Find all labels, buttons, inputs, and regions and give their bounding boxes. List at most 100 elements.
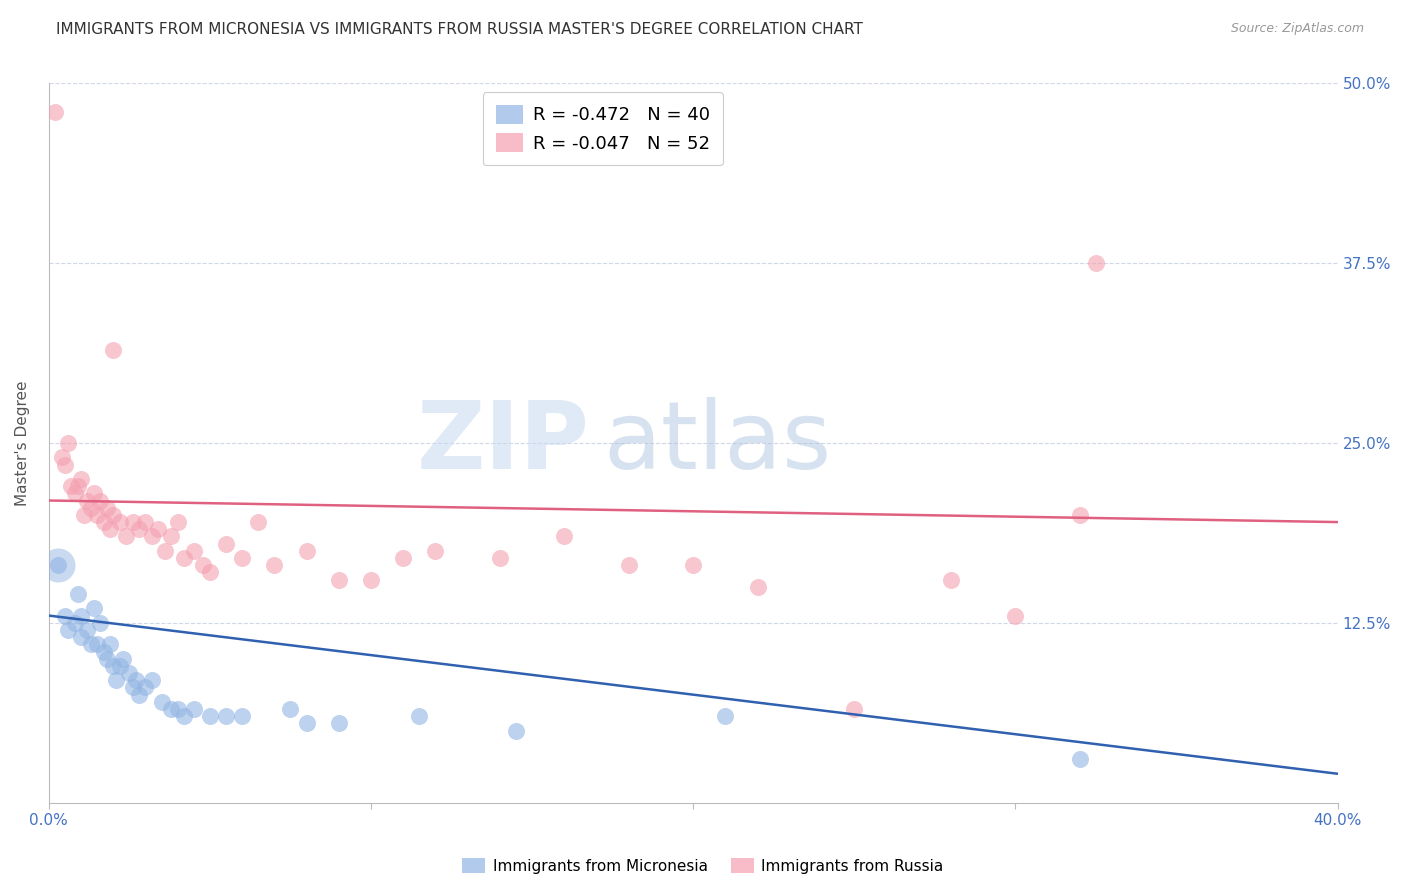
Point [183,544,205,558]
Point [48,558,70,573]
Point [98,637,121,651]
Point [83,601,105,615]
Point [121,681,143,695]
Legend: R = -0.472   N = 40, R = -0.047   N = 52: R = -0.472 N = 40, R = -0.047 N = 52 [482,93,723,166]
Point [134,681,156,695]
Point [1084,256,1107,270]
Point [63,486,86,500]
Point [198,709,221,723]
Legend: Immigrants from Micronesia, Immigrants from Russia: Immigrants from Micronesia, Immigrants f… [457,852,949,880]
Point [408,709,430,723]
Point [1069,508,1091,522]
Point [183,702,205,716]
Point [247,515,270,529]
Point [118,666,141,681]
Point [86,637,108,651]
Point [76,623,98,637]
Point [198,566,221,580]
Point [360,573,382,587]
Point [141,673,163,688]
Point [166,515,188,529]
Point [79,500,101,515]
Point [173,709,195,723]
Point [714,709,737,723]
Point [231,551,253,566]
Point [70,608,93,623]
Point [111,651,134,665]
Point [89,615,111,630]
Point [105,673,128,688]
Point [173,551,195,566]
Point [231,709,253,723]
Point [939,573,962,587]
Point [53,458,76,472]
Point [153,544,176,558]
Point [160,702,183,716]
Point [392,551,415,566]
Point [295,544,318,558]
Point [103,508,125,522]
Point [1069,752,1091,766]
Point [263,558,285,573]
Text: IMMIGRANTS FROM MICRONESIA VS IMMIGRANTS FROM RUSSIA MASTER'S DEGREE CORRELATION: IMMIGRANTS FROM MICRONESIA VS IMMIGRANTS… [56,22,863,37]
Point [150,695,173,709]
Point [1004,608,1026,623]
Point [63,615,86,630]
Point [48,558,70,573]
Point [115,529,138,543]
Point [93,515,115,529]
Point [682,558,704,573]
Point [193,558,215,573]
Point [98,522,121,536]
Point [73,508,96,522]
Point [166,702,188,716]
Point [56,623,79,637]
Point [103,343,125,357]
Text: ZIP: ZIP [418,397,591,489]
Point [70,472,93,486]
Point [86,508,108,522]
Point [134,515,156,529]
Point [128,688,150,702]
Point [79,637,101,651]
Point [96,500,118,515]
Point [60,479,83,493]
Point [121,515,143,529]
Text: Source: ZipAtlas.com: Source: ZipAtlas.com [1230,22,1364,36]
Point [125,673,148,688]
Point [489,551,512,566]
Y-axis label: Master's Degree: Master's Degree [15,380,30,506]
Point [70,630,93,644]
Point [108,659,131,673]
Point [108,515,131,529]
Point [44,105,66,120]
Point [128,522,150,536]
Point [844,702,866,716]
Point [66,587,89,601]
Point [215,709,238,723]
Point [747,580,769,594]
Point [148,522,170,536]
Point [53,608,76,623]
Point [141,529,163,543]
Point [51,450,73,465]
Point [96,651,118,665]
Text: atlas: atlas [603,397,831,489]
Point [280,702,302,716]
Point [83,486,105,500]
Point [89,493,111,508]
Point [160,529,183,543]
Point [328,716,350,731]
Point [66,479,89,493]
Point [295,716,318,731]
Point [425,544,447,558]
Point [103,659,125,673]
Point [215,536,238,550]
Point [617,558,640,573]
Point [56,436,79,450]
Point [505,723,527,738]
Point [553,529,575,543]
Point [93,644,115,658]
Point [328,573,350,587]
Point [76,493,98,508]
